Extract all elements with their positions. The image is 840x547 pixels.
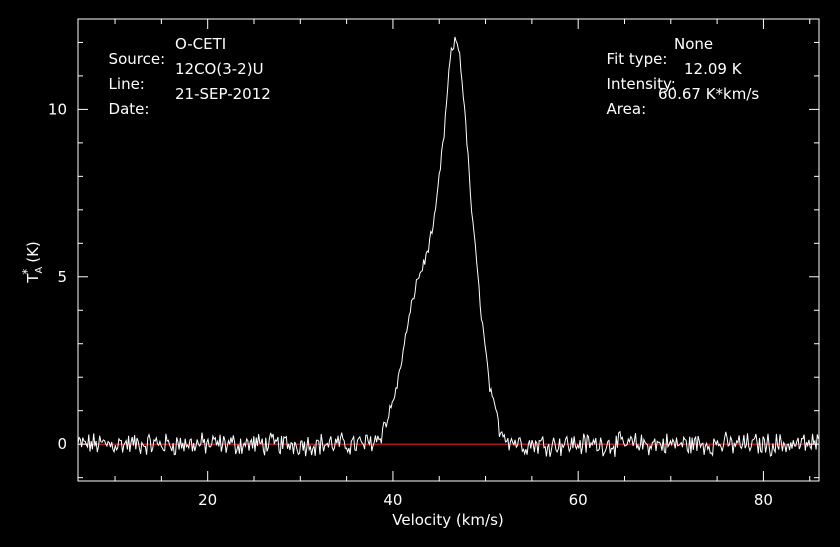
y-label-sup: * xyxy=(20,269,34,275)
x-axis-ticks xyxy=(114,19,811,481)
y-tick-label: 10 xyxy=(48,100,67,118)
y-label-main: T xyxy=(24,273,42,284)
x-tick-label: 80 xyxy=(754,491,773,509)
date-label: Date: xyxy=(108,100,150,118)
fit-type-annotation: Fit type: None xyxy=(597,37,714,82)
source-label: Source: xyxy=(108,50,166,68)
y-label-unit: (K) xyxy=(24,241,42,263)
line-annotation: Line: 12CO(3-2)U xyxy=(99,62,264,107)
y-label-sub: A xyxy=(34,267,45,274)
x-tick-label: 60 xyxy=(569,491,588,509)
y-axis-ticks xyxy=(78,41,819,479)
source-value: O-CETI xyxy=(175,35,227,53)
y-tick-labels: 0 5 10 xyxy=(48,100,67,453)
fit-type-value: None xyxy=(674,35,714,53)
fit-type-label: Fit type: xyxy=(606,50,668,68)
line-label: Line: xyxy=(108,75,145,93)
x-axis-label: Velocity (km/s) xyxy=(392,511,503,529)
area-value: 60.67 K*km/s xyxy=(658,85,760,103)
intensity-annotation: Intensity: 12.09 K xyxy=(597,62,742,107)
y-tick-label: 5 xyxy=(57,268,67,286)
area-annotation: Area: 60.67 K*km/s xyxy=(597,87,760,132)
area-label: Area: xyxy=(606,100,647,118)
plot-frame xyxy=(77,18,820,482)
spectrum-trace xyxy=(77,36,819,457)
line-value: 12CO(3-2)U xyxy=(175,60,264,78)
date-annotation: Date: 21-SEP-2012 xyxy=(99,87,271,132)
y-axis-label: TA* (K) xyxy=(20,241,45,284)
source-annotation: Source: O-CETI xyxy=(99,37,227,82)
x-tick-label: 20 xyxy=(198,491,217,509)
date-value: 21-SEP-2012 xyxy=(175,85,271,103)
svg-text:TA*(K): TA* (K) xyxy=(20,241,45,284)
x-tick-labels: 20 40 60 80 xyxy=(198,491,773,509)
intensity-value: 12.09 K xyxy=(684,60,742,78)
y-tick-label: 0 xyxy=(57,435,67,453)
intensity-label: Intensity: xyxy=(606,75,676,93)
x-tick-label: 40 xyxy=(383,491,402,509)
